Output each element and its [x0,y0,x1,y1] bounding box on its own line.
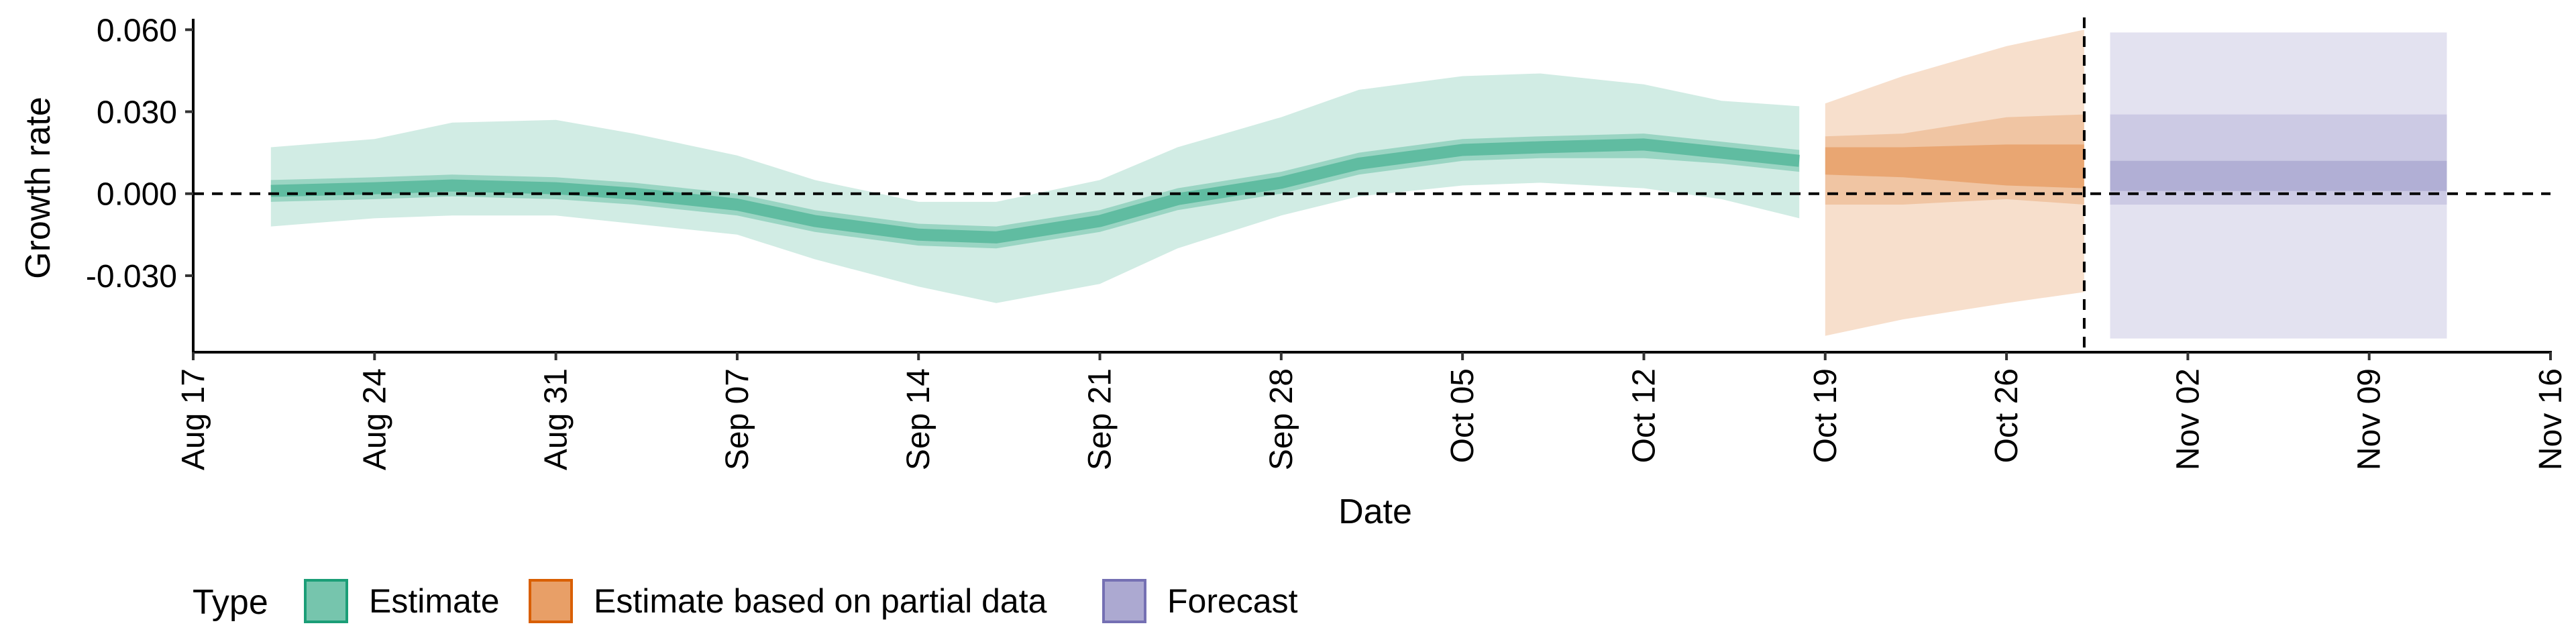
estimate-median-line [270,138,1801,244]
legend-key-estimate [304,579,348,623]
y-tick-label: -0.030 [86,259,177,294]
legend: Type Estimate Estimate based on partial d… [193,579,1298,623]
legend-title: Type [193,583,268,622]
x-tick-label: Aug 17 [176,368,211,470]
x-axis-title: Date [1338,492,1412,531]
x-tick-label: Nov 16 [2533,368,2569,470]
legend-label-forecast: Forecast [1167,582,1298,620]
y-axis-title: Growth rate [19,97,58,279]
estimate-band-50 [270,133,1800,249]
x-tick-label: Oct 12 [1627,368,1662,463]
forecast-band-max [2110,32,2447,339]
x-tick-label: Sep 21 [1083,368,1118,470]
legend-label-estimate-based-on-partial-data: Estimate based on partial data [594,582,1047,620]
y-ticks-layer: 0.060 0.030 0.000 -0.030 [86,13,193,294]
estimate-band-90 [270,73,1800,303]
estimate-based-on-partial-data-band-50 [1825,144,2084,189]
y-tick-label: 0.060 [97,13,177,48]
y-tick-label: 0.030 [97,95,177,131]
estimate-based-on-partial-data-band-90 [1825,114,2084,205]
forecast-band-50 [2110,160,2447,191]
estimate-based-on-partial-data-band-max [1825,30,2084,336]
x-tick-label: Aug 24 [357,368,392,470]
legend-key-estimate-based-on-partial-data [529,579,573,623]
x-tick-label: Oct 05 [1445,368,1481,463]
x-tick-label: Nov 02 [2170,368,2206,470]
x-tick-label: Aug 31 [539,368,574,470]
axes-layer [192,19,2552,354]
x-tick-label: Oct 26 [1989,368,2025,463]
x-ticks-layer: Aug 17 Aug 24 Aug 31 Sep 07 Sep 14 Sep 21 Sep … [176,352,2569,470]
x-tick-label: Nov 09 [2352,368,2387,470]
x-tick-label: Sep 07 [720,368,755,470]
x-tick-label: Oct 19 [1808,368,1843,463]
x-tick-label: Sep 28 [1264,368,1299,470]
legend-label-estimate: Estimate [369,582,500,620]
bands-layer [270,30,2447,339]
forecast-band-90 [2110,114,2447,205]
x-tick-label: Sep 14 [901,368,936,470]
y-tick-label: 0.000 [97,177,177,213]
legend-key-forecast [1102,579,1146,623]
